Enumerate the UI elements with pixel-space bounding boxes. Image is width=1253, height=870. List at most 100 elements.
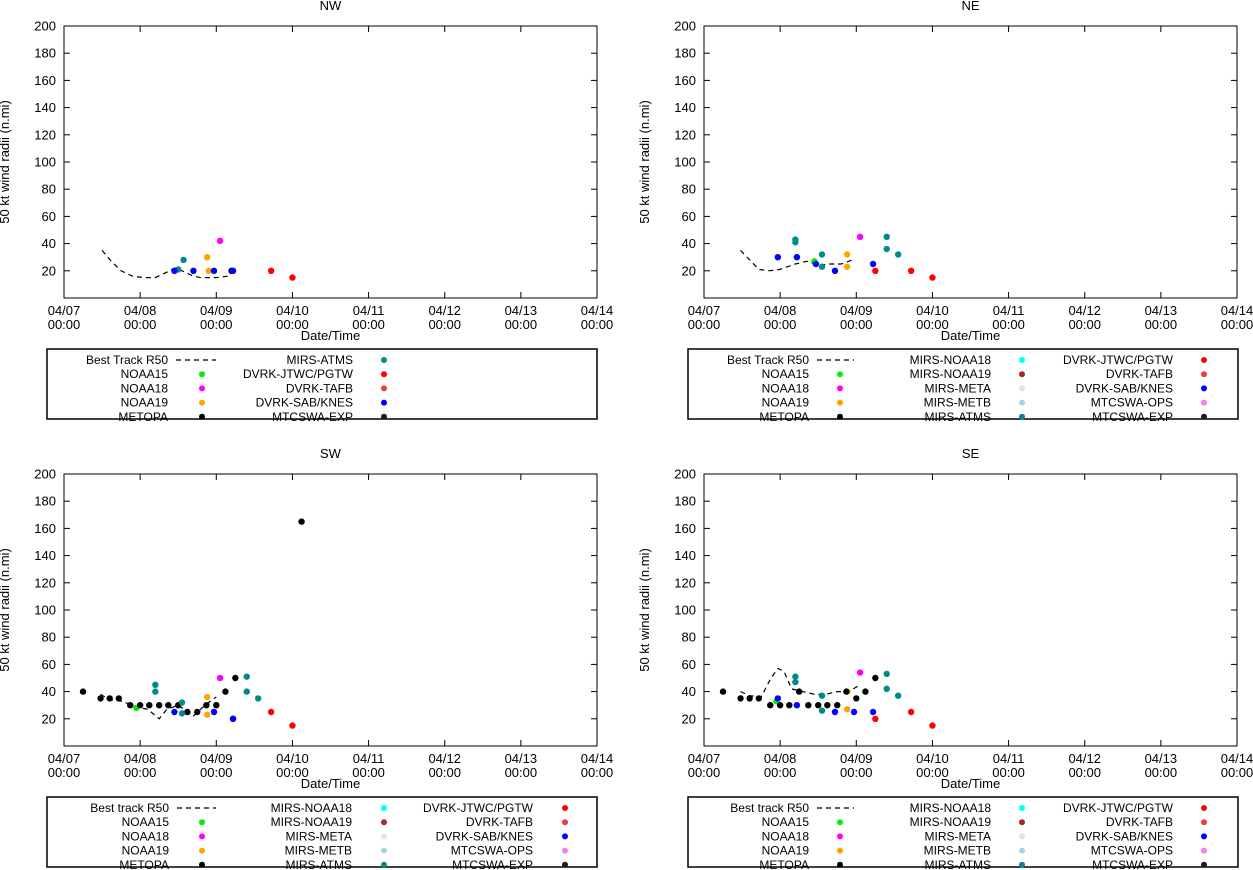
- chart-title: SW: [320, 446, 342, 461]
- point-mirs-atms: [894, 251, 902, 258]
- legend-swatch-metopa: [199, 413, 205, 420]
- x-tick-label-time: 00:00: [1145, 765, 1178, 780]
- point-mirs-atms: [178, 710, 186, 717]
- y-tick-label: 180: [34, 46, 56, 61]
- point-dvrk-jtwc-pgtw: [267, 267, 275, 274]
- point-dvrk-sab-knes: [793, 702, 801, 709]
- y-tick-label: 40: [42, 236, 56, 251]
- legend-label-noaa19: NOAA19: [762, 396, 810, 410]
- legend-swatch-mirs-noaa19: [1019, 819, 1025, 826]
- legend-swatch-mirs-meta: [1019, 385, 1025, 392]
- x-tick-label-date: 04/09: [840, 751, 873, 766]
- legend-frame: [46, 796, 598, 868]
- y-tick-label: 140: [674, 100, 696, 115]
- point-metopa: [805, 702, 812, 709]
- legend-label-dvrk-sab-knes: DVRK-SAB/KNES: [1076, 381, 1173, 395]
- legend-label-mirs-metb: MIRS-METB: [924, 844, 991, 858]
- point-dvrk-sab-knes: [774, 254, 782, 261]
- x-tick-label-time: 00:00: [124, 765, 157, 780]
- point-dvrk-sab-knes: [210, 267, 218, 274]
- x-tick-label-date: 04/07: [48, 751, 81, 766]
- point-dvrk-sab-knes: [774, 695, 782, 702]
- point-dvrk-sab-knes: [850, 708, 858, 716]
- legend-swatch-noaa18: [837, 833, 843, 840]
- point-metopa: [184, 708, 191, 716]
- point-dvrk-sab-knes: [210, 708, 218, 716]
- legend-label-metopa: METOPA: [119, 858, 169, 870]
- point-metopa: [795, 688, 803, 695]
- legend-swatch-mirs-noaa18: [1019, 805, 1025, 811]
- point-noaa19: [843, 251, 851, 258]
- legend-label-noaa18: NOAA18: [122, 829, 170, 843]
- point-dvrk-jtwc-pgtw: [929, 274, 936, 281]
- legend-swatch-mirs-atms: [1019, 413, 1025, 420]
- legend-label-dvrk-jtwc-pgtw: DVRK-JTWC/PGTW: [243, 367, 354, 381]
- x-tick-label-date: 04/14: [1221, 751, 1253, 766]
- point-mirs-atms: [792, 678, 799, 686]
- x-tick-label-time: 00:00: [840, 317, 873, 332]
- x-tick-label-time: 00:00: [48, 765, 81, 780]
- x-tick-label-date: 04/08: [124, 303, 157, 318]
- x-tick-label-date: 04/10: [276, 303, 309, 318]
- legend-swatch-noaa15: [837, 371, 843, 378]
- legend-label-best-track: Best track R50: [730, 801, 809, 815]
- x-tick-label-date: 04/10: [916, 303, 949, 318]
- y-tick-label: 180: [674, 46, 696, 61]
- best-track-line: [101, 250, 228, 279]
- legend-swatch-noaa15: [199, 819, 205, 826]
- point-metopa: [719, 688, 727, 695]
- x-tick-label-date: 04/12: [1068, 751, 1101, 766]
- legend-label-noaa18: NOAA18: [121, 381, 169, 395]
- point-metopa: [213, 702, 220, 709]
- point-dvrk-jtwc-pgtw: [907, 708, 915, 716]
- y-axis-label: 50 kt wind radii (n.mi): [637, 100, 652, 224]
- point-dvrk-sab-knes: [171, 708, 178, 716]
- x-tick-label-date: 04/08: [764, 303, 797, 318]
- point-metopa: [786, 702, 793, 709]
- legend-swatch-noaa18: [199, 385, 205, 392]
- x-tick-label-date: 04/13: [1145, 751, 1178, 766]
- point-mirs-atms: [818, 707, 826, 714]
- plot-frame: [63, 473, 598, 747]
- y-tick-label: 80: [42, 182, 56, 197]
- y-tick-label: 120: [674, 127, 696, 142]
- point-mirs-atms: [792, 673, 799, 680]
- y-tick-label: 40: [42, 684, 56, 699]
- x-tick-label-date: 04/11: [993, 303, 1025, 318]
- x-tick-label-time: 00:00: [505, 317, 538, 332]
- point-mirs-atms: [243, 673, 250, 680]
- y-tick-label: 200: [674, 467, 696, 482]
- point-metopa: [97, 695, 104, 702]
- point-mirs-atms: [818, 263, 826, 270]
- legend-label-metopa: METOPA: [759, 858, 809, 870]
- point-metopa: [106, 695, 113, 702]
- y-tick-label: 80: [42, 630, 56, 645]
- y-tick-label: 160: [34, 73, 56, 88]
- legend-label-mirs-meta: MIRS-META: [286, 829, 352, 843]
- y-tick-label: 60: [682, 209, 696, 224]
- point-noaa19: [203, 711, 211, 718]
- point-mirs-atms: [894, 692, 902, 699]
- legend-swatch-dvrk-jtwc-pgtw: [381, 371, 387, 378]
- x-tick-label-date: 04/11: [353, 751, 385, 766]
- point-metopa: [824, 702, 831, 709]
- legend-swatch-mtcswa-ops: [1201, 399, 1207, 406]
- x-tick-label-time: 00:00: [505, 765, 538, 780]
- legend-label-dvrk-sab-knes: DVRK-SAB/KNES: [1076, 829, 1173, 843]
- point-metopa: [298, 518, 305, 525]
- point-metopa: [834, 702, 841, 709]
- y-tick-label: 120: [34, 127, 56, 142]
- x-tick-label-date: 04/13: [1145, 303, 1178, 318]
- chart-title: SE: [962, 446, 980, 461]
- x-tick-label-time: 00:00: [428, 317, 461, 332]
- legend-label-metopa: METOPA: [118, 410, 168, 424]
- chart-panel-sw: SW2040608010012014016018020004/0700:0004…: [0, 446, 613, 870]
- legend-label-mirs-metb: MIRS-METB: [924, 396, 991, 410]
- legend-label-dvrk-tafb: DVRK-TAFB: [1106, 367, 1173, 381]
- legend-label-mtcswa-exp: MTCSWA-EXP: [272, 410, 353, 424]
- legend-swatch-dvrk-tafb: [381, 385, 387, 392]
